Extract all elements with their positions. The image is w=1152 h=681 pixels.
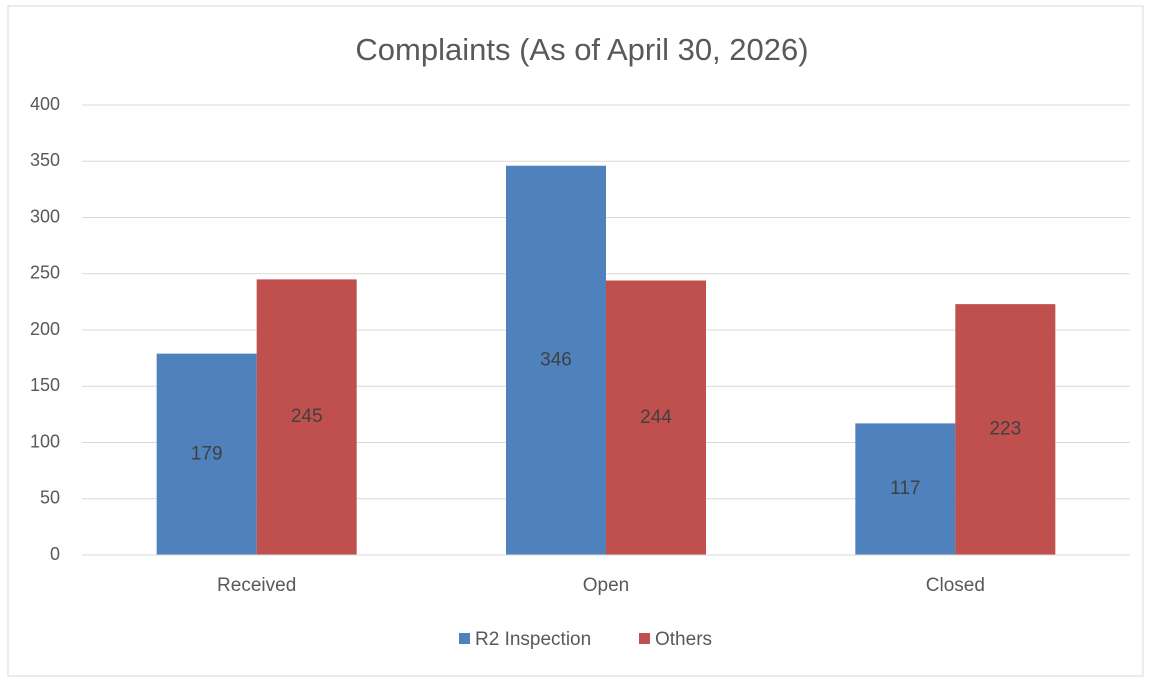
chart-title: Complaints (As of April 30, 2026): [355, 32, 808, 67]
y-tick-label: 400: [30, 94, 60, 114]
bar: [855, 423, 956, 555]
legend-swatch: [459, 633, 470, 644]
bar: [606, 280, 706, 555]
x-tick-label: Received: [217, 575, 296, 596]
y-tick-label: 150: [30, 375, 60, 395]
y-tick-label: 100: [30, 431, 60, 451]
data-label: 179: [191, 443, 223, 464]
x-tick-label: Open: [583, 575, 629, 596]
y-tick-label: 0: [50, 544, 60, 564]
bar: [256, 279, 357, 555]
data-label: 223: [989, 419, 1021, 440]
data-label: 346: [540, 349, 572, 370]
y-tick-label: 350: [30, 150, 60, 170]
y-tick-label: 50: [40, 488, 60, 508]
legend-label: Others: [655, 629, 712, 650]
data-label: 245: [291, 406, 323, 427]
bar: [156, 353, 257, 555]
legend-label: R2 Inspection: [475, 629, 591, 650]
data-label: 117: [890, 478, 920, 499]
bar: [506, 165, 606, 555]
y-tick-label: 300: [30, 206, 60, 226]
data-label: 244: [640, 407, 672, 428]
bar: [955, 304, 1056, 555]
legend-swatch: [639, 633, 650, 644]
x-tick-label: Closed: [926, 575, 985, 596]
y-tick-label: 250: [30, 263, 60, 283]
y-tick-label: 200: [30, 319, 60, 339]
